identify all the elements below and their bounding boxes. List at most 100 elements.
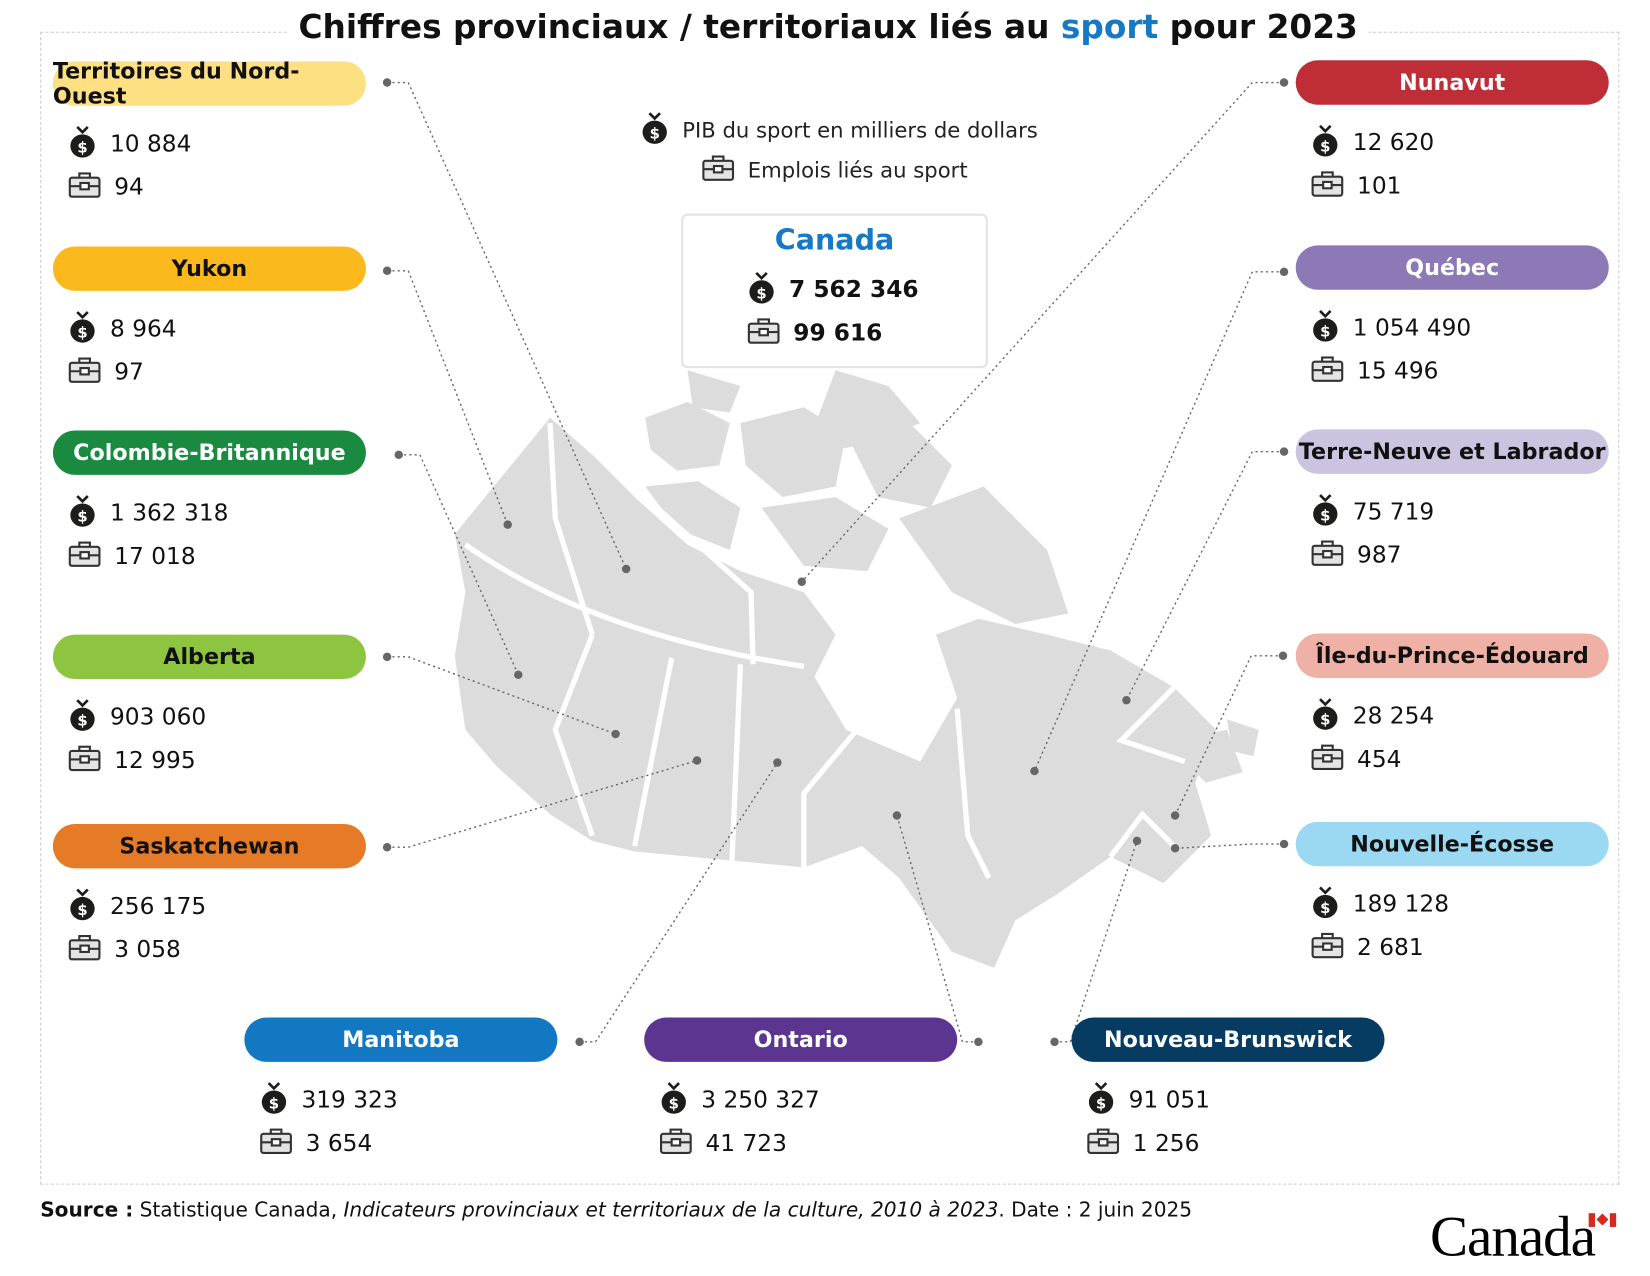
jobs-value: 3 058 — [114, 937, 181, 964]
canada-jobs: 99 616 — [793, 320, 883, 347]
map-point-colombie-britannique — [514, 670, 523, 680]
legend-gdp: $ PIB du sport en milliers de dollars — [640, 110, 1038, 150]
region-label-nunavut: Nunavut — [1295, 60, 1609, 105]
canada-wordmark: Canada — [1430, 1204, 1596, 1269]
money-bag-icon: $ — [1310, 308, 1352, 348]
briefcase-icon — [1086, 1127, 1133, 1161]
briefcase-icon — [747, 317, 794, 351]
money-bag-icon: $ — [747, 270, 789, 310]
svg-text:$: $ — [269, 1095, 279, 1112]
map-point-nouvelle-ecosse — [1170, 844, 1180, 853]
region-values-nunavut: $12 620 101 — [1310, 122, 1434, 209]
gdp-value: 8 964 — [110, 316, 177, 343]
connector-dot — [1278, 651, 1288, 661]
canada-title: Canada — [774, 224, 895, 258]
gdp-value: 75 719 — [1352, 499, 1435, 526]
money-bag-icon: $ — [1310, 492, 1352, 532]
jobs-value: 94 — [114, 174, 144, 201]
briefcase-icon — [68, 171, 115, 205]
region-label-ile-du-prince-edouard: Île-du-Prince-Édouard — [1295, 633, 1609, 678]
region-values-alberta: $903 060 12 995 — [68, 696, 206, 783]
region-values-nouvelle-ecosse: $189 128 2 681 — [1310, 883, 1449, 970]
region-label-ontario: Ontario — [644, 1017, 958, 1062]
connector-dot — [382, 842, 392, 852]
map-point-ontario — [892, 811, 902, 820]
money-bag-icon: $ — [259, 1080, 301, 1120]
legend: $ PIB du sport en milliers de dollars Emp… — [640, 110, 1038, 190]
map-point-nunavut — [797, 577, 806, 586]
jobs-value: 1 256 — [1132, 1130, 1200, 1158]
svg-text:$: $ — [77, 324, 87, 341]
region-label-quebec: Québec — [1295, 245, 1609, 290]
briefcase-icon — [68, 744, 115, 778]
region-values-nouveau-brunswick: $91 051 1 256 — [1086, 1079, 1210, 1166]
briefcase-icon — [1310, 355, 1357, 389]
svg-text:$: $ — [650, 125, 660, 142]
briefcase-icon — [1310, 743, 1357, 777]
connector-dot — [974, 1037, 983, 1047]
canada-total-box: Canada $7 562 346 99 616 — [681, 213, 988, 369]
money-bag-icon: $ — [68, 493, 110, 533]
svg-text:$: $ — [77, 508, 87, 525]
jobs-value: 101 — [1357, 173, 1402, 200]
briefcase-icon — [1310, 170, 1357, 204]
connector-dot — [1279, 267, 1289, 277]
connector-dot — [1279, 839, 1289, 849]
money-bag-icon: $ — [68, 309, 110, 349]
leader-line-ile-du-prince-edouard — [1174, 655, 1283, 816]
connector-dot — [394, 450, 403, 460]
gdp-value: 256 175 — [110, 893, 207, 921]
leader-line-nunavut — [801, 81, 1285, 583]
svg-text:$: $ — [1320, 507, 1330, 524]
money-bag-icon: $ — [1310, 696, 1352, 736]
region-label-saskatchewan: Saskatchewan — [52, 823, 366, 869]
jobs-value: 17 018 — [114, 543, 196, 571]
jobs-value: 12 995 — [114, 747, 196, 775]
region-label-yukon: Yukon — [52, 246, 366, 291]
connector-dot — [1279, 447, 1289, 456]
connector-dot — [1279, 78, 1289, 87]
briefcase-icon — [1310, 931, 1357, 965]
map-point-quebec — [1030, 766, 1039, 776]
briefcase-icon — [68, 540, 115, 574]
money-bag-icon: $ — [68, 887, 110, 927]
map-point-ile-du-prince-edouard — [1170, 811, 1180, 820]
svg-text:$: $ — [77, 139, 87, 156]
gdp-value: 28 254 — [1352, 703, 1435, 730]
money-bag-icon: $ — [640, 111, 682, 150]
connector-dot — [382, 266, 392, 276]
region-label-terre-neuve-et-labrador: Terre-Neuve et Labrador — [1295, 429, 1609, 474]
svg-text:$: $ — [77, 901, 87, 918]
region-label-territoires-du-nord-ouest: Territoires du Nord-Ouest — [52, 58, 366, 109]
region-label-nouvelle-ecosse: Nouvelle-Écosse — [1295, 821, 1609, 867]
briefcase-icon — [68, 356, 115, 390]
money-bag-icon: $ — [1310, 885, 1352, 925]
region-label-colombie-britannique: Colombie-Britannique — [52, 430, 366, 475]
money-bag-icon: $ — [659, 1080, 701, 1120]
map-point-saskatchewan — [692, 756, 702, 765]
map-point-yukon — [503, 520, 512, 529]
briefcase-icon — [701, 154, 748, 187]
svg-text:$: $ — [1096, 1095, 1106, 1112]
region-label-nouveau-brunswick: Nouveau-Brunswick — [1071, 1017, 1385, 1062]
svg-text:$: $ — [77, 712, 87, 729]
svg-text:$: $ — [669, 1095, 679, 1112]
connector-dot — [382, 78, 392, 87]
jobs-value: 454 — [1357, 746, 1402, 774]
legend-jobs: Emplois liés au sport — [640, 150, 1038, 190]
gdp-value: 189 128 — [1352, 891, 1450, 919]
leader-line-alberta — [387, 656, 616, 735]
map-point-nouveau-brunswick — [1132, 836, 1142, 846]
leader-line-yukon — [387, 270, 509, 525]
gdp-value: 10 884 — [110, 131, 192, 158]
jobs-value: 987 — [1357, 542, 1402, 570]
gdp-value: 12 620 — [1352, 130, 1435, 157]
leader-line-quebec — [1033, 271, 1285, 772]
region-values-manitoba: $319 323 3 654 — [259, 1079, 398, 1166]
jobs-value: 41 723 — [705, 1130, 787, 1158]
page-title: Chiffres provinciaux / territoriaux liés… — [0, 8, 1650, 47]
region-values-ontario: $3 250 327 41 723 — [659, 1079, 820, 1166]
canada-gdp: 7 562 346 — [789, 277, 919, 304]
briefcase-icon — [259, 1127, 306, 1161]
